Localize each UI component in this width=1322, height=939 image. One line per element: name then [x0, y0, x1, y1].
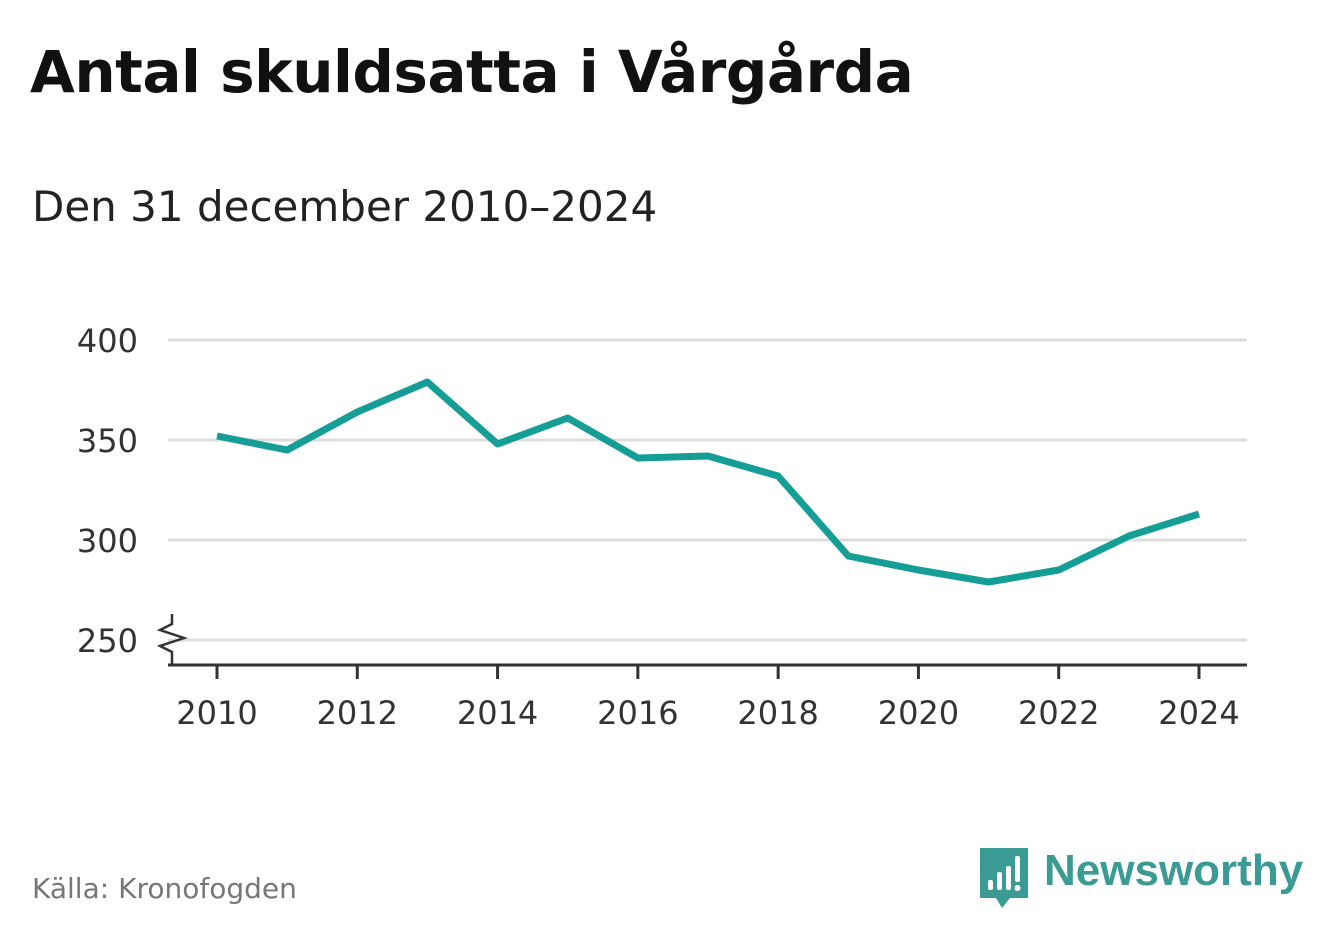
x-tick-label: 2020	[878, 694, 959, 732]
y-axis-tick-labels: 250 300 350 400	[77, 322, 138, 660]
chart-subtitle: Den 31 december 2010–2024	[32, 182, 658, 231]
brand-name: Newsworthy	[1044, 846, 1304, 895]
x-tick-label: 2018	[737, 694, 818, 732]
grid-lines	[168, 338, 1247, 642]
newsworthy-bars-icon	[980, 848, 1028, 908]
x-tick-label: 2014	[457, 694, 538, 732]
y-tick-label: 350	[77, 422, 138, 460]
x-axis: 2010 2012 2014 2016 2018 2020 2022 2024	[156, 614, 1247, 732]
x-tick-label: 2016	[597, 694, 678, 732]
axis-break-icon	[156, 614, 188, 665]
y-tick-label: 300	[77, 522, 138, 560]
y-tick-label: 400	[77, 322, 138, 360]
y-tick-label: 250	[77, 622, 138, 660]
x-tick-label: 2010	[176, 694, 257, 732]
x-tick-label: 2024	[1158, 694, 1239, 732]
series-group	[216, 378, 1201, 586]
series-line-0	[216, 378, 1201, 586]
source-note: Källa: Kronofogden	[32, 872, 297, 905]
newsworthy-logo: Newsworthy	[980, 846, 1304, 912]
chart-title: Antal skuldsatta i Vårgårda	[30, 38, 914, 106]
x-tick-label: 2012	[317, 694, 398, 732]
x-tick-label: 2022	[1018, 694, 1099, 732]
